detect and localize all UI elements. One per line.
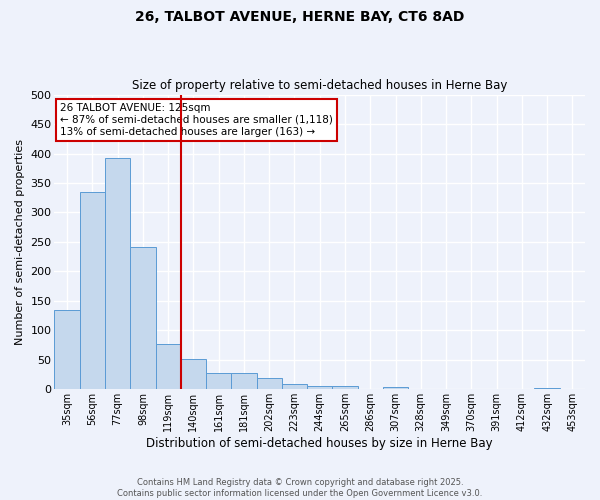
Text: 26, TALBOT AVENUE, HERNE BAY, CT6 8AD: 26, TALBOT AVENUE, HERNE BAY, CT6 8AD (136, 10, 464, 24)
Bar (232, 374, 257, 390)
Bar (55, 310, 80, 390)
Bar (535, 388, 560, 390)
X-axis label: Distribution of semi-detached houses by size in Herne Bay: Distribution of semi-detached houses by … (146, 437, 493, 450)
Bar (383, 387, 408, 390)
Bar (105, 158, 130, 390)
Bar (80, 192, 105, 390)
Text: Contains HM Land Registry data © Crown copyright and database right 2025.
Contai: Contains HM Land Registry data © Crown c… (118, 478, 482, 498)
Bar (155, 344, 181, 390)
Bar (181, 358, 206, 390)
Bar (257, 378, 282, 390)
Bar (282, 384, 307, 390)
Text: 26 TALBOT AVENUE: 125sqm
← 87% of semi-detached houses are smaller (1,118)
13% o: 26 TALBOT AVENUE: 125sqm ← 87% of semi-d… (60, 104, 332, 136)
Bar (206, 374, 232, 390)
Title: Size of property relative to semi-detached houses in Herne Bay: Size of property relative to semi-detach… (132, 79, 508, 92)
Bar (307, 386, 332, 390)
Bar (130, 247, 155, 390)
Bar (332, 386, 358, 390)
Y-axis label: Number of semi-detached properties: Number of semi-detached properties (15, 139, 25, 345)
